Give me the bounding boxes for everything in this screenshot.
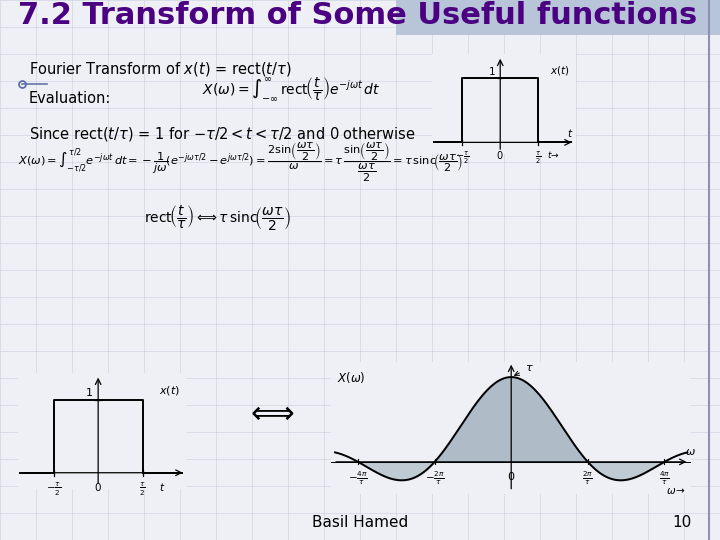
Bar: [396, 0, 720, 35]
Text: $0$: $0$: [507, 470, 516, 482]
Text: $0$: $0$: [497, 149, 504, 161]
Text: $x(t)$: $x(t)$: [159, 384, 180, 397]
Text: $\frac{4\pi}{\tau}$: $\frac{4\pi}{\tau}$: [659, 470, 670, 488]
Text: Evaluation:: Evaluation:: [29, 91, 111, 106]
Text: $X(\omega) = \int_{-\tau/2}^{\tau/2} e^{-j\omega t}\,dt = -\dfrac{1}{j\omega}\!\: $X(\omega) = \int_{-\tau/2}^{\tau/2} e^{…: [18, 140, 463, 184]
Text: 1: 1: [86, 388, 93, 398]
Text: $\Longleftrightarrow$: $\Longleftrightarrow$: [245, 399, 295, 428]
Text: Since rect$(t/\tau)$ = 1 for $-\tau/2 < t < \tau/2$ and 0 otherwise: Since rect$(t/\tau)$ = 1 for $-\tau/2 < …: [29, 125, 415, 143]
Text: $\frac{\tau}{2}$: $\frac{\tau}{2}$: [140, 482, 146, 498]
Text: $\omega$: $\omega$: [685, 447, 696, 457]
Text: Fourier Transform of $x(t)$ = rect$(t/\tau)$: Fourier Transform of $x(t)$ = rect$(t/\t…: [29, 60, 292, 78]
Text: $-\frac{2\pi}{\tau}$: $-\frac{2\pi}{\tau}$: [425, 470, 444, 488]
Text: $t$: $t$: [567, 126, 573, 139]
Text: $\frac{2\pi}{\tau}$: $\frac{2\pi}{\tau}$: [582, 470, 593, 488]
Text: $\mathrm{rect}\!\left(\dfrac{t}{\tau}\right) \Longleftrightarrow \tau\,\mathrm{s: $\mathrm{rect}\!\left(\dfrac{t}{\tau}\ri…: [144, 203, 291, 232]
Text: $t\!\rightarrow$: $t\!\rightarrow$: [546, 149, 559, 160]
Text: Basil Hamed: Basil Hamed: [312, 515, 408, 530]
Text: 10: 10: [672, 515, 691, 530]
Text: 7.2 Transform of Some Useful functions: 7.2 Transform of Some Useful functions: [18, 1, 697, 30]
Text: 1: 1: [489, 67, 495, 77]
Text: $t$: $t$: [159, 482, 166, 494]
Text: $x(t)$: $x(t)$: [550, 64, 570, 77]
Text: $\tau$: $\tau$: [515, 363, 534, 375]
Text: $-\frac{\tau}{2}$: $-\frac{\tau}{2}$: [455, 149, 469, 166]
Text: $-\frac{\tau}{2}$: $-\frac{\tau}{2}$: [46, 482, 61, 498]
Text: $\omega\!\rightarrow$: $\omega\!\rightarrow$: [666, 485, 685, 496]
Text: $X(\omega) = \int_{-\infty}^{\infty}\,\mathrm{rect}\!\left(\dfrac{t}{\tau}\right: $X(\omega) = \int_{-\infty}^{\infty}\,\m…: [202, 75, 380, 103]
Text: $0$: $0$: [94, 482, 102, 494]
Text: $\frac{\tau}{2}$: $\frac{\tau}{2}$: [535, 149, 541, 166]
Text: $-\frac{4\pi}{\tau}$: $-\frac{4\pi}{\tau}$: [348, 470, 368, 488]
Text: $X(\omega)$: $X(\omega)$: [337, 370, 366, 385]
